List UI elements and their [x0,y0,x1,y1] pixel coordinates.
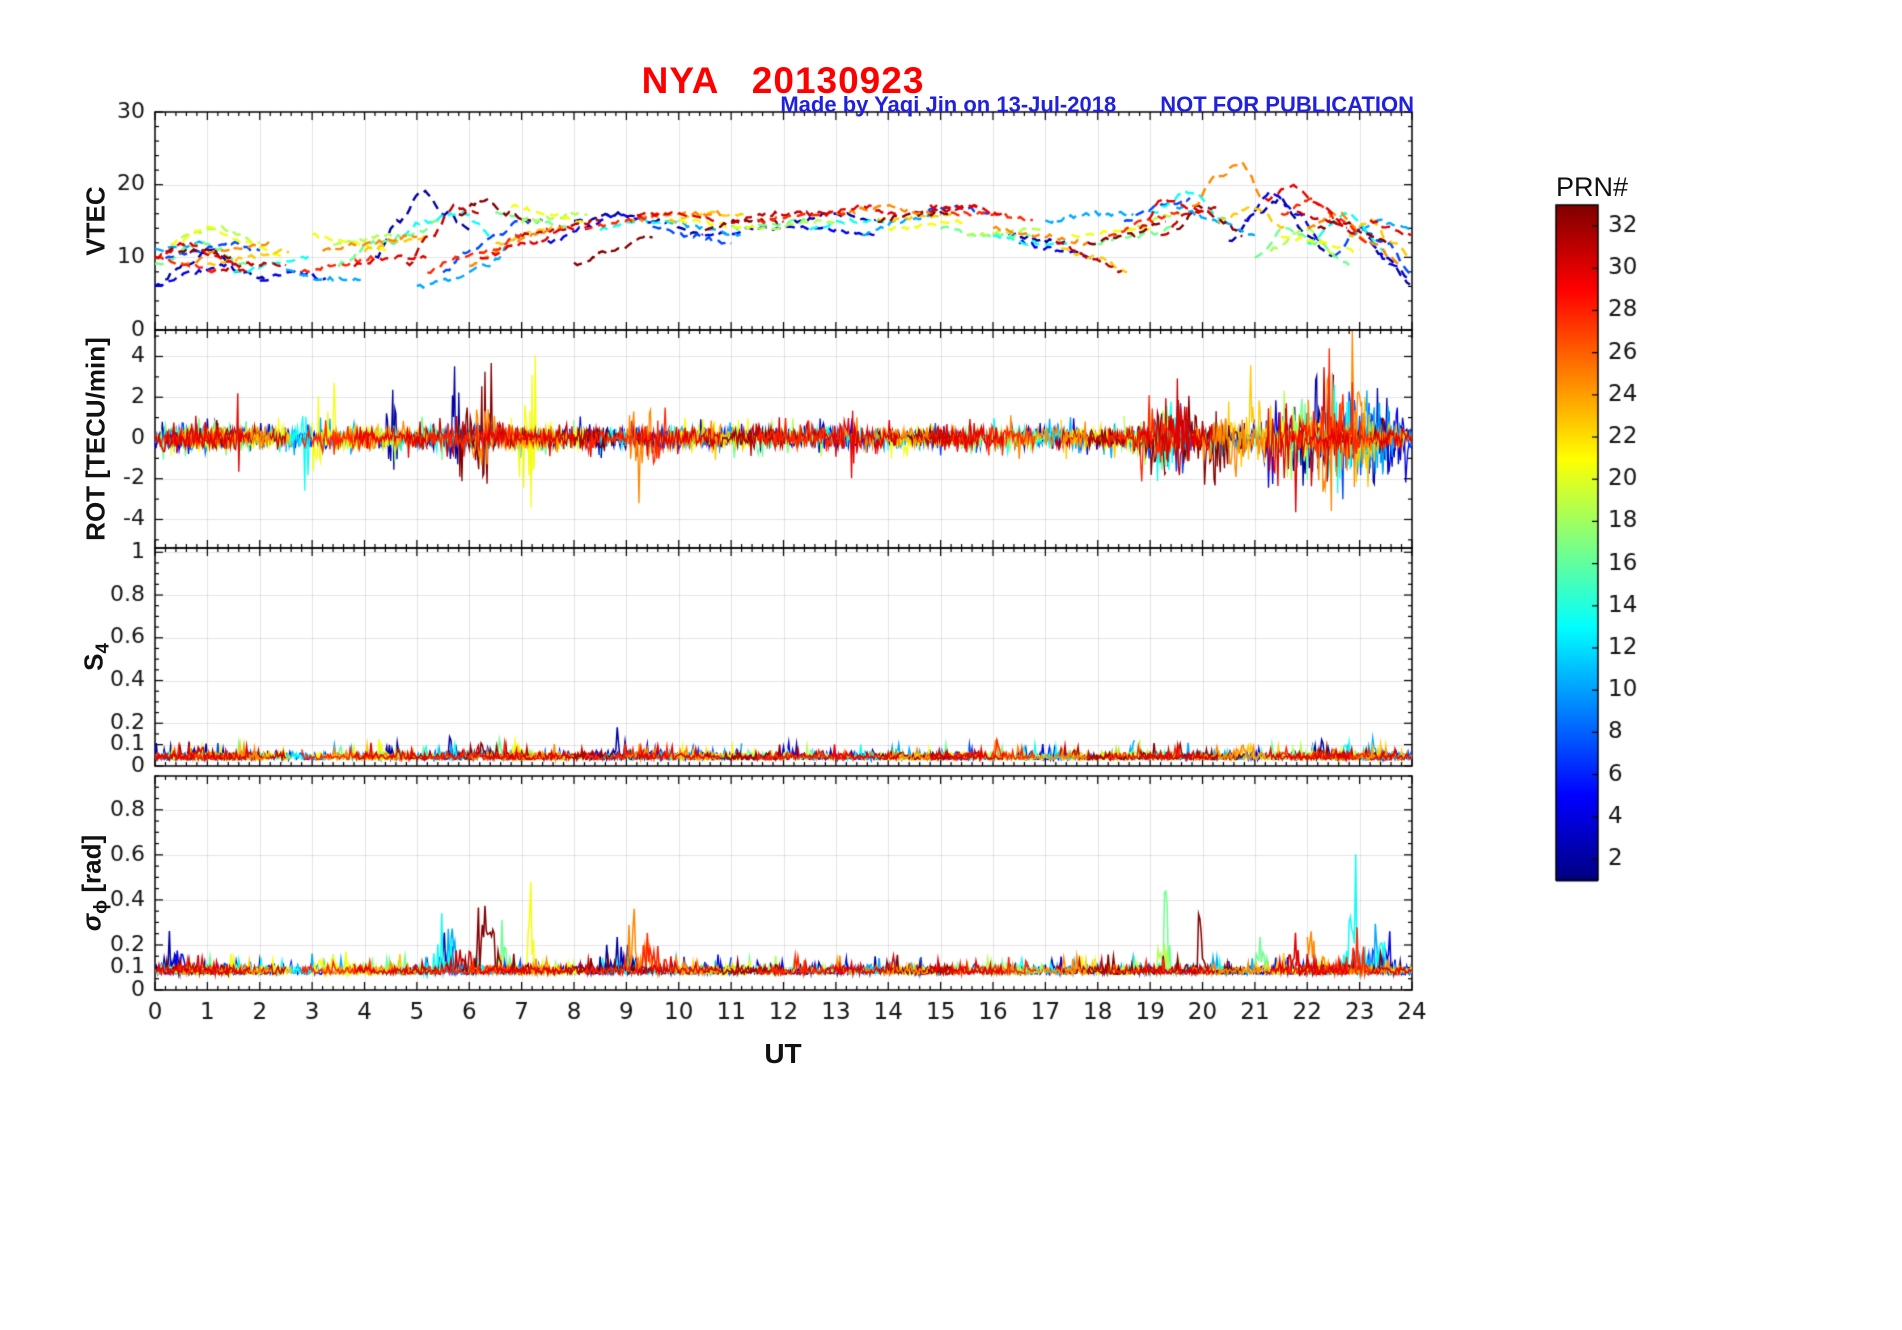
sigma-symbol: σ [76,913,107,932]
made-by-text: Made by Yaqi Jin on 13-Jul-2018 [780,92,1117,117]
xlabel-ut: UT [764,1038,802,1069]
phi-subscript: ϕ [89,899,111,914]
credit-note: Made by Yaqi Jin on 13-Jul-2018 NOT FOR … [780,92,1414,118]
rad-unit: [rad] [76,834,107,900]
colorbar-label: PRN# [1555,172,1629,202]
chart-title: NYA 20130923 [641,60,925,101]
ylabel-rot: ROT [TECU/min] [80,337,111,541]
not-for-publication-text: NOT FOR PUBLICATION [1160,92,1414,117]
ylabel-s4: S4 [78,643,113,671]
ylabel-sigma-phi: σϕ [rad] [76,835,111,931]
ylabel-vtec: VTEC [80,186,111,256]
s4-symbol: S [78,653,109,671]
s4-subscript: 4 [91,643,113,654]
